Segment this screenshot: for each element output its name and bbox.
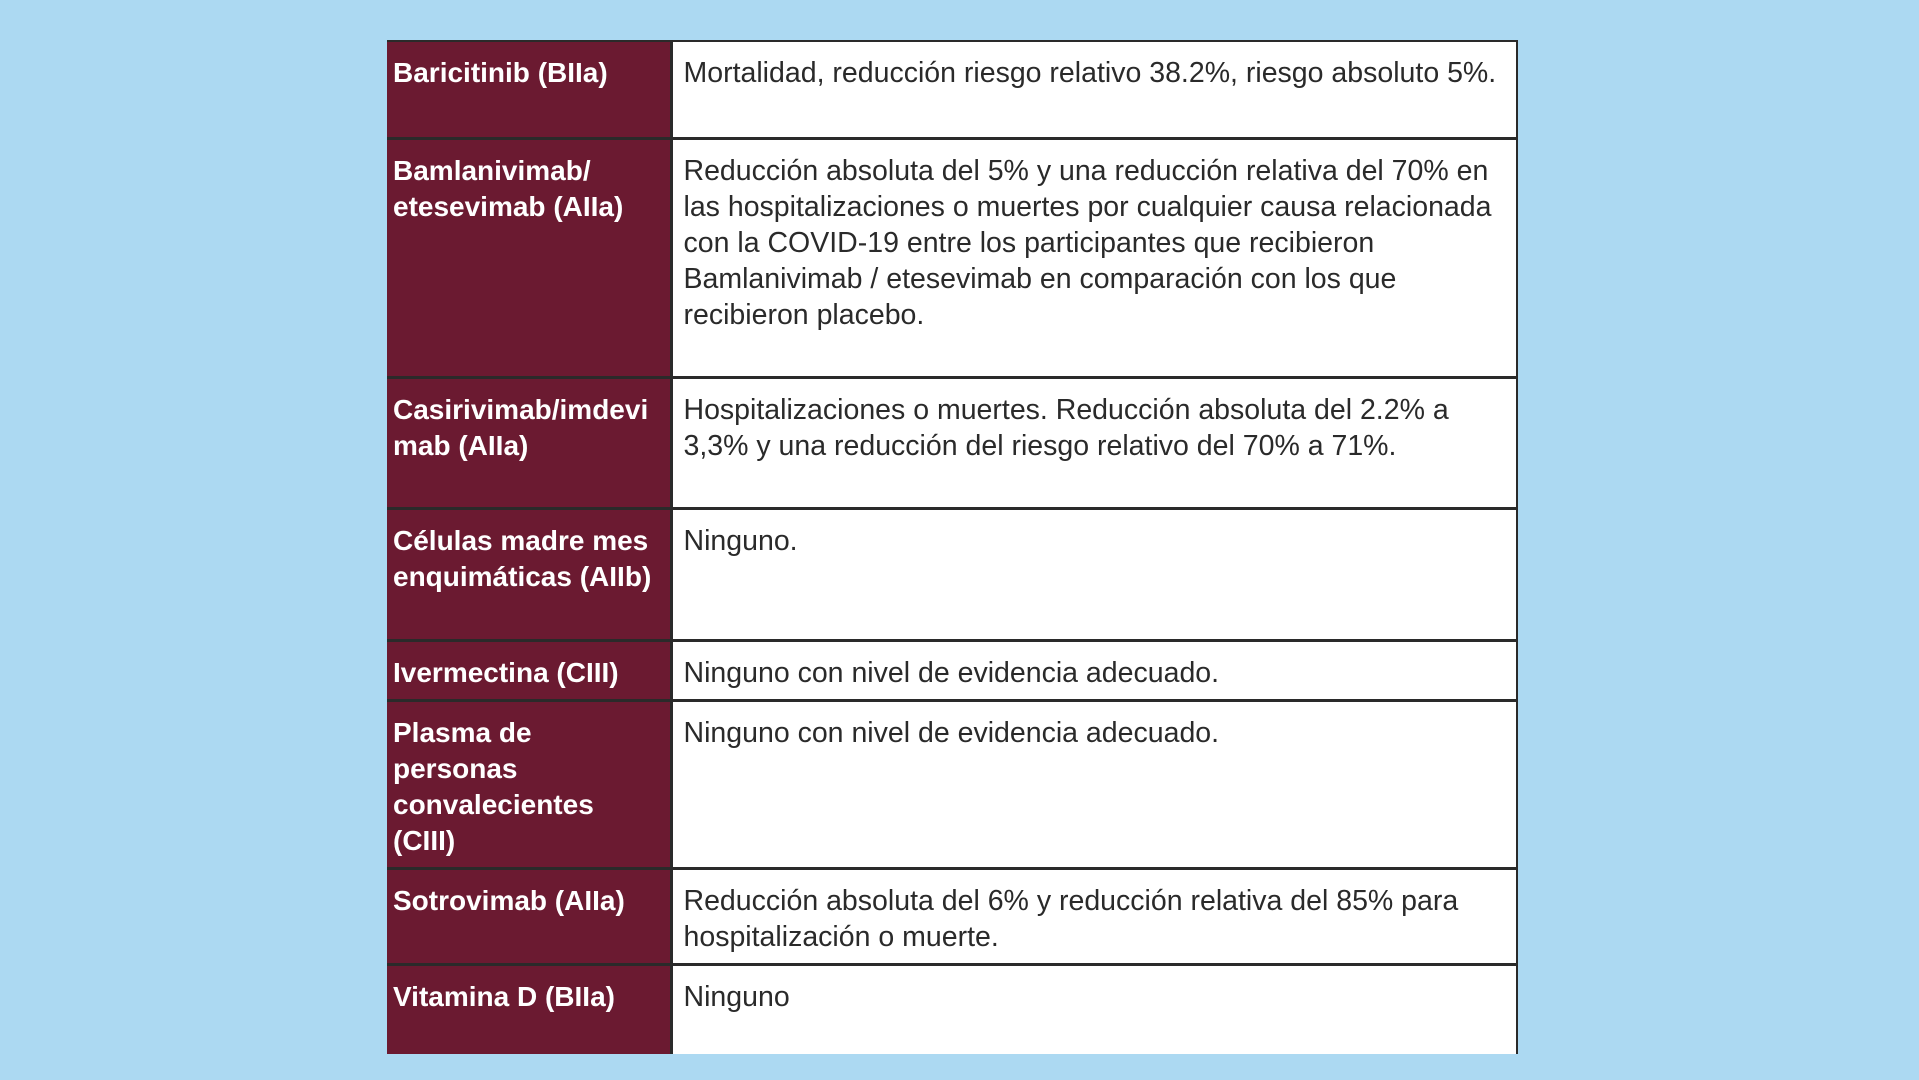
effect-cell: Ninguno. bbox=[671, 506, 1518, 640]
drug-name: Plasma de personas convalecientes (CIII) bbox=[393, 716, 594, 856]
drug-name: Sotrovimab (AIIa) bbox=[393, 884, 625, 916]
effect-description: Ninguno. bbox=[683, 524, 798, 557]
drug-name-cell: Casirivimab/imdevimab (AIIa) bbox=[387, 375, 673, 508]
drug-name: Baricitinib (BIIa) bbox=[393, 57, 608, 88]
drug-name-cell: Vitamina D (BIIa) bbox=[387, 962, 673, 1054]
drug-name: Ivermectina (CIII) bbox=[393, 656, 619, 688]
drug-name: Células madre mesenquimáticas (AIIb) bbox=[393, 524, 652, 592]
drug-name-cell: Bamlanivimab/ etesevimab (AIIa) bbox=[387, 136, 673, 377]
drug-name: Vitamina D (BIIa) bbox=[393, 980, 615, 1012]
effect-description: Hospitalizaciones o muertes. Reducción a… bbox=[683, 393, 1449, 462]
effect-cell: Reducción absoluta del 5% y una reducció… bbox=[671, 136, 1518, 377]
effect-description: Ninguno con nivel de evidencia adecuado. bbox=[683, 656, 1220, 689]
table-row: Casirivimab/imdevimab (AIIa) Hospitaliza… bbox=[387, 375, 1518, 508]
effect-description: Reducción absoluta del 5% y una reducció… bbox=[683, 154, 1492, 331]
table-row: Baricitinib (BIIa) Mortalidad, reducción… bbox=[387, 40, 1518, 138]
effect-cell: Ninguno con nivel de evidencia adecuado. bbox=[671, 698, 1518, 868]
table-row: Sotrovimab (AIIa) Reducción absoluta del… bbox=[387, 866, 1518, 964]
drug-name-cell: Sotrovimab (AIIa) bbox=[387, 866, 673, 964]
table-row: Ivermectina (CIII) Ninguno con nivel de … bbox=[387, 638, 1518, 700]
drug-name-cell: Ivermectina (CIII) bbox=[387, 638, 673, 700]
table-row: Plasma de personas convalecientes (CIII)… bbox=[387, 698, 1518, 868]
drug-name-cell: Baricitinib (BIIa) bbox=[387, 40, 673, 138]
effect-description: Reducción absoluta del 6% y reducción re… bbox=[683, 884, 1459, 953]
effect-cell: Ninguno bbox=[671, 962, 1518, 1054]
effect-cell: Hospitalizaciones o muertes. Reducción a… bbox=[671, 375, 1518, 508]
table-row: Células madre mesenquimáticas (AIIb) Nin… bbox=[387, 506, 1518, 640]
effect-description: Mortalidad, reducción riesgo relativo 38… bbox=[683, 57, 1497, 89]
drug-name-cell: Células madre mesenquimáticas (AIIb) bbox=[387, 506, 673, 640]
effect-cell: Ninguno con nivel de evidencia adecuado. bbox=[671, 638, 1518, 700]
table-row: Vitamina D (BIIa) Ninguno bbox=[387, 962, 1518, 1054]
treatment-evidence-table: Baricitinib (BIIa) Mortalidad, reducción… bbox=[387, 40, 1518, 1054]
drug-name: Bamlanivimab/ etesevimab (AIIa) bbox=[393, 154, 624, 222]
drug-name: Casirivimab/imdevimab (AIIa) bbox=[393, 393, 649, 461]
drug-name-cell: Plasma de personas convalecientes (CIII) bbox=[387, 698, 673, 868]
effect-cell: Reducción absoluta del 6% y reducción re… bbox=[671, 866, 1518, 964]
table-row: Bamlanivimab/ etesevimab (AIIa) Reducció… bbox=[387, 136, 1518, 377]
effect-cell: Mortalidad, reducción riesgo relativo 38… bbox=[671, 40, 1518, 138]
effect-description: Ninguno con nivel de evidencia adecuado. bbox=[683, 716, 1220, 749]
effect-description: Ninguno bbox=[683, 980, 790, 1013]
